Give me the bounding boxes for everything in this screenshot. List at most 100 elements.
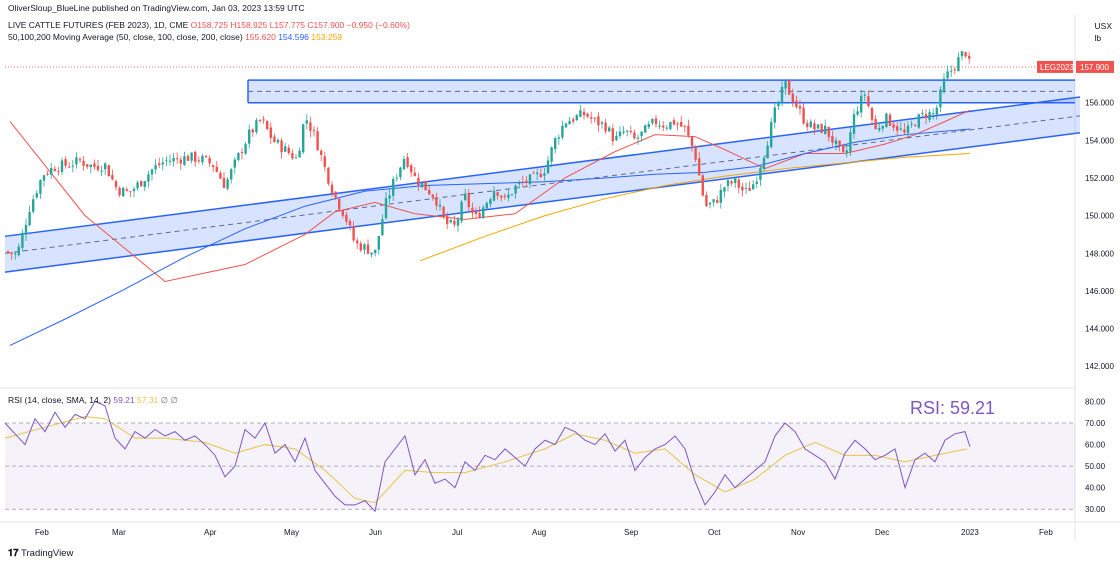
candle-body <box>568 120 571 125</box>
time-tick-label: Aug <box>532 528 546 537</box>
candle-body <box>291 153 294 159</box>
candle-body <box>543 173 546 176</box>
candle-body <box>237 152 240 160</box>
candle-body <box>572 119 575 122</box>
candle-body <box>856 111 859 115</box>
candle-body <box>719 189 722 203</box>
candle-body <box>370 252 373 255</box>
candle-body <box>762 157 766 170</box>
candle-body <box>215 166 218 172</box>
candle-body <box>402 159 406 170</box>
candle-body <box>32 199 35 212</box>
candle-body <box>327 167 330 184</box>
time-tick-label: Feb <box>1039 528 1053 537</box>
candle-body <box>100 170 103 172</box>
price-tick-label: 150.000 <box>1085 212 1114 221</box>
rsi-extra: ∅ ∅ <box>160 395 178 405</box>
rsi-tick-label: 70.00 <box>1085 419 1106 428</box>
candle-body <box>662 125 665 128</box>
candle-body <box>179 159 182 164</box>
ma-label: 50,100,200 Moving Average (50, close, 10… <box>8 32 243 42</box>
candle-body <box>6 251 10 253</box>
candle-body <box>287 147 290 154</box>
candle-body <box>842 144 845 152</box>
candle-body <box>575 115 578 121</box>
currency-unit: USX lb <box>1095 20 1112 44</box>
candle-body <box>629 131 632 133</box>
candle-body <box>204 155 208 158</box>
candle-body <box>129 191 132 193</box>
candle-body <box>186 156 190 161</box>
tradingview-icon: 𝟏𝟕 <box>8 548 19 559</box>
candle-body <box>914 125 917 127</box>
candle-body <box>89 164 92 168</box>
candle-body <box>863 94 866 96</box>
candle-body <box>683 125 686 127</box>
candle-body <box>798 106 802 109</box>
candle-body <box>392 178 395 196</box>
price-tick-label: 148.000 <box>1085 249 1114 258</box>
candle-body <box>784 81 787 89</box>
candle-body <box>140 181 143 187</box>
candle-body <box>104 163 107 170</box>
candle-body <box>820 124 823 133</box>
candle-body <box>705 194 708 206</box>
candle-body <box>838 140 841 146</box>
candle-body <box>183 156 186 165</box>
rsi-sma-line <box>4 416 968 504</box>
candle-body <box>946 71 949 79</box>
candle-body <box>888 114 892 126</box>
candle-body <box>593 117 596 119</box>
candle-body <box>615 135 618 141</box>
price-tick-label: 154.000 <box>1085 136 1114 145</box>
time-tick-label: Mar <box>112 528 126 537</box>
candle-body <box>136 182 139 189</box>
candle-body <box>500 195 503 198</box>
candle-body <box>276 139 280 143</box>
candle-body <box>730 181 733 184</box>
candle-body <box>316 131 319 151</box>
candle-body <box>478 213 481 218</box>
candle-body <box>521 181 524 183</box>
candle-body <box>197 160 200 162</box>
candle-body <box>233 159 236 168</box>
candle-body <box>262 119 265 121</box>
candle-body <box>255 120 258 133</box>
candle-body <box>906 125 910 134</box>
candle-body <box>410 165 413 173</box>
candle-body <box>17 246 20 256</box>
tradingview-logo[interactable]: 𝟏𝟕 TradingView <box>8 548 73 559</box>
candle-body <box>924 114 928 119</box>
candle-body <box>633 132 636 139</box>
symbol-name: LIVE CATTLE FUTURES (FEB 2023), 1D, CME <box>8 20 189 30</box>
candle-body <box>244 144 247 154</box>
candle-body <box>442 206 445 218</box>
candle-body <box>42 175 46 181</box>
candle-body <box>269 127 272 138</box>
rsi-legend: RSI (14, close, SMA, 14, 2) 59.21 57.31 … <box>8 395 178 406</box>
candle-body <box>928 112 931 121</box>
price-tick-label: 142.000 <box>1085 362 1114 371</box>
candle-body <box>896 126 899 131</box>
candle-body <box>582 111 586 116</box>
candle-body <box>953 69 956 71</box>
candle-body <box>338 198 341 210</box>
candle-body <box>942 78 946 92</box>
candle-body <box>273 136 276 142</box>
candle-body <box>168 160 172 162</box>
time-tick-label: May <box>284 528 299 537</box>
candle-body <box>35 193 38 198</box>
tradingview-text: TradingView <box>21 548 74 559</box>
candle-body <box>374 249 377 254</box>
candle-body <box>107 165 110 177</box>
candle-body <box>122 187 125 197</box>
candle-body <box>471 207 474 213</box>
candle-body <box>611 128 614 142</box>
candle-body <box>75 157 78 165</box>
candle-body <box>50 167 53 175</box>
price-tick-label: 152.000 <box>1085 174 1114 183</box>
candle-body <box>323 156 326 167</box>
candle-body <box>644 125 647 133</box>
candle-body <box>885 113 888 127</box>
